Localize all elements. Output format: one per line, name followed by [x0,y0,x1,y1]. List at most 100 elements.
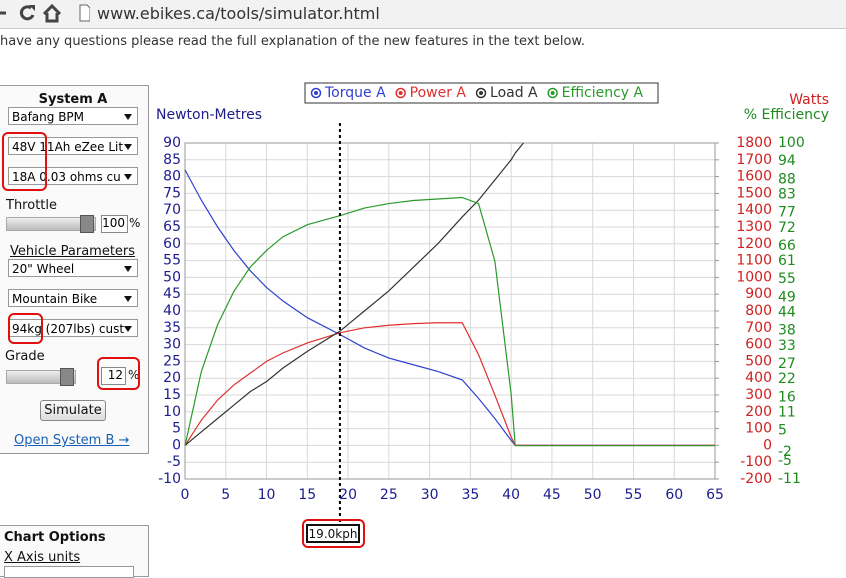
y3-tick-label: 33 [778,338,796,354]
y2-tick-label: 1300 [736,219,772,235]
x-tick-label: 5 [221,487,230,503]
throttle-slider[interactable] [6,217,96,231]
y-tick-label: 15 [163,387,181,403]
browser-toolbar: www.ebikes.ca/tools/simulator.html [0,0,846,29]
legend-marker-dot [314,91,318,95]
y2-axis-label: Watts [789,92,829,108]
cursor-label: 19.0kph [306,524,360,543]
panel-title: Chart Options [4,530,106,545]
select-text: Bafang BPM [12,110,85,124]
y-tick-label: 45 [163,286,181,302]
y-tick-label: 10 [163,404,181,420]
y2-tick-label: 100 [745,421,772,437]
throttle-input[interactable]: 100 [101,215,128,233]
select-text: 20" Wheel [12,262,75,276]
x-tick-label: 50 [584,487,602,503]
highlight [302,519,365,548]
nav-icons [0,3,90,23]
y2-tick-label: 500 [745,353,772,369]
y3-tick-label: 66 [778,238,796,254]
y-tick-label: 85 [163,152,181,168]
y3-tick-label: 27 [778,356,796,372]
legend-marker-dot [398,91,403,95]
battery-select[interactable]: 48V 11Ah eZee Lit [8,137,138,155]
series-line [184,142,524,446]
open-system-b-link[interactable]: Open System B → [14,433,130,448]
x-tick-label: 55 [625,487,643,503]
x-tick-label: 60 [665,487,683,503]
y2-tick-label: 1200 [736,236,772,252]
y2-tick-label: 1500 [736,185,772,201]
legend-label: Power A [410,85,467,101]
highlight [97,357,140,390]
legend-label: Load A [490,85,538,101]
y2-tick-label: 1800 [736,135,772,151]
y2-tick-label: 900 [745,286,772,302]
grade-slider[interactable] [6,370,76,384]
option-select[interactable] [4,566,134,578]
y2-tick-label: 300 [745,387,772,403]
plot-border [184,142,716,480]
x-tick-label: 30 [421,487,439,503]
mass-select[interactable]: 94kg (207lbs) cust [8,319,138,337]
y3-tick-label: 44 [778,305,796,321]
panel-title: System A [38,92,108,107]
reload-button[interactable] [19,5,35,21]
y-tick-label: 40 [163,303,181,319]
throttle-label: Throttle [6,198,57,213]
y3-tick-label: -5 [778,453,792,469]
y3-tick-label: 94 [778,153,796,169]
select-text: Mountain Bike [12,292,98,306]
x-tick-label: 25 [380,487,398,503]
select-text: 94kg (207lbs) cust [12,322,125,336]
grade-input[interactable]: 12 [101,367,126,385]
y2-tick-label: 600 [745,337,772,353]
x-tick-label: 0 [181,487,190,503]
y3-tick-label: 88 [778,171,796,187]
grade-label: Grade [5,349,45,364]
y3-tick-label: 11 [778,404,796,420]
y-tick-label: 35 [163,320,181,336]
y2-tick-label: 800 [745,303,772,319]
y-tick-label: 75 [163,185,181,201]
home-button[interactable] [42,3,62,23]
controller-select[interactable]: 18A 0.03 ohms cu [8,167,138,185]
y2-tick-label: 1700 [736,152,772,168]
x-tick-label: 15 [298,487,316,503]
bike-select[interactable]: Mountain Bike [8,289,138,307]
section-heading: Vehicle Parameters [10,244,136,259]
wheel-select[interactable]: 20" Wheel [8,259,138,277]
y-tick-label: 0 [172,437,181,453]
y3-tick-label: 100 [778,135,805,151]
y3-tick-label: 83 [778,186,796,202]
y3-tick-label: -11 [778,471,801,487]
unit: % [129,216,141,230]
y-tick-label: 20 [163,370,181,386]
y2-tick-label: 1600 [736,169,772,185]
simulate-button[interactable]: Simulate [40,400,106,421]
y2-tick-label: 200 [745,404,772,420]
unit: % [128,368,140,382]
y3-tick-label: 49 [778,289,796,305]
series-line [184,196,715,447]
x-tick-label: 65 [706,487,724,503]
y2-tick-label: 400 [745,370,772,386]
x-tick-label: 35 [461,487,479,503]
y2-tick-label: -200 [740,471,772,487]
legend-marker-dot [479,91,484,95]
select-text: 18A 0.03 ohms cu [12,170,121,184]
url[interactable]: www.ebikes.ca/tools/simulator.html [97,4,380,23]
y3-tick-label: 5 [778,423,787,439]
y3-tick-label: 22 [778,371,796,387]
motor-select[interactable]: Bafang BPM [8,107,138,125]
slider-thumb[interactable] [60,368,74,386]
y2-tick-label: 1000 [736,269,772,285]
y-tick-label: 70 [163,202,181,218]
legend-marker-dot [550,91,555,95]
legend-label: Torque A [324,85,386,101]
slider-thumb[interactable] [80,215,94,233]
y3-tick-label: 72 [778,220,796,236]
y-tick-label: 30 [163,337,181,353]
y2-tick-label: -100 [740,454,772,470]
